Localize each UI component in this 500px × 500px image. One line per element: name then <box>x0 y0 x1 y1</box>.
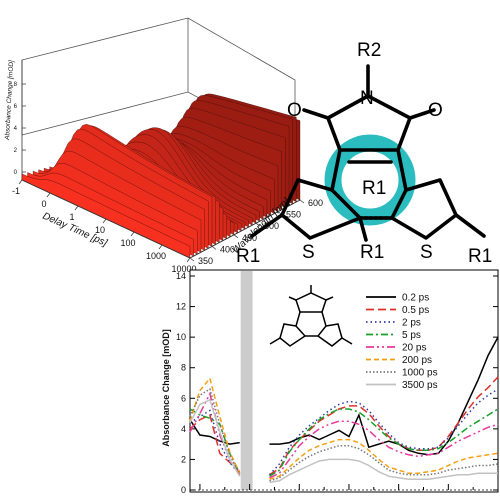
spectra-chart: 0 2 4 6 8 10 12 14 Absorbance Change [mOD] 0.2 … <box>161 269 499 495</box>
surface-strips <box>21 93 301 259</box>
surface-plot: 0 2 4 6 8 Absorbance Change [mOD] -1 0 1 10 100 1… <box>4 17 323 274</box>
inset-molecule <box>269 285 353 347</box>
x-tick-label: 100 <box>120 238 135 248</box>
series-line <box>189 398 498 484</box>
y-tick-label: 450 <box>242 233 257 243</box>
x-tick-label: 10 <box>95 225 105 235</box>
chart-y-tick-label: 4 <box>181 424 186 434</box>
series-line <box>189 408 499 477</box>
chart-y-tick-label: 12 <box>176 302 186 312</box>
label-s-right: S <box>420 242 433 263</box>
chart-y-tick-label: 6 <box>181 393 186 403</box>
z-tick-label: 0 <box>14 170 18 176</box>
chart-x-ticks <box>199 484 499 490</box>
molecule-labels: R2 N O O R1 R1 R1 R1 S S <box>236 40 492 267</box>
x-tick-label: 10000 <box>171 264 196 274</box>
legend-label: 5 ps <box>402 330 421 341</box>
legend-label: 1000 ps <box>402 368 438 379</box>
legend-label: 0.2 ps <box>402 293 429 304</box>
y-tick-label: 550 <box>286 210 301 220</box>
x-tick <box>130 231 135 237</box>
chart-y-tick-label: 0 <box>181 485 186 495</box>
label-r1-right: R1 <box>468 246 492 267</box>
label-o-right: O <box>428 100 443 121</box>
chart-y-label: Absorbance Change [mOD] <box>161 329 171 447</box>
methyl-right <box>454 213 486 238</box>
chart-y-tick-label: 10 <box>176 332 186 342</box>
x-tick <box>102 218 107 224</box>
z-tick-label: 2 <box>14 148 18 154</box>
x-tick <box>18 179 23 185</box>
legend-label: 3500 ps <box>402 380 438 391</box>
surface-ridge <box>21 173 191 259</box>
z-tick-label: 8 <box>14 82 18 88</box>
chart-y-tick-label: 14 <box>176 271 186 281</box>
label-r1-left: R1 <box>236 246 260 267</box>
y-tick <box>233 234 239 239</box>
y-tick-label: 600 <box>308 198 323 208</box>
y-tick <box>189 257 195 262</box>
x-tick-label: 0 <box>41 199 46 209</box>
x-tick <box>158 244 163 250</box>
y-axis-line <box>189 199 301 259</box>
co-left <box>302 108 330 120</box>
label-s-left: S <box>302 242 315 263</box>
label-n: N <box>360 88 374 109</box>
x-tick-label: 1000 <box>146 251 166 261</box>
chart-y-tick-label: 2 <box>181 454 186 464</box>
series-lines <box>189 336 499 484</box>
y-tick-label: 500 <box>264 221 279 231</box>
y-tick <box>299 199 305 204</box>
label-r1-lower: R1 <box>360 242 384 263</box>
y-tick-label: 350 <box>198 256 213 266</box>
y-ticks: 350 400 450 500 550 600 <box>189 198 323 266</box>
molecule-structure <box>250 64 486 242</box>
x-tick-label: -1 <box>12 186 20 196</box>
legend-label: 0.5 ps <box>402 305 429 316</box>
z-tick-label: 6 <box>14 104 18 110</box>
label-r1-center: R1 <box>362 178 386 199</box>
x-tick <box>74 205 79 211</box>
x-tick <box>186 257 191 263</box>
y-tick <box>211 246 217 250</box>
r1-bond-lower <box>358 216 368 242</box>
co-right <box>408 108 436 120</box>
x-tick-label: 1 <box>69 212 74 222</box>
z-axis-label: Absorbance Change [mOD] <box>4 60 15 141</box>
legend-label: 2 ps <box>402 318 421 329</box>
label-r2: R2 <box>357 40 381 61</box>
y-tick <box>255 222 261 227</box>
z-ticks: 0 2 4 6 8 <box>14 82 26 176</box>
x-ticks: -1 0 1 10 100 1000 10000 <box>12 179 197 274</box>
z-tick-label: 4 <box>14 126 18 132</box>
chart-y-ticks: 0 2 4 6 8 10 12 14 <box>176 271 498 495</box>
x-tick <box>46 192 51 198</box>
chart-y-tick-label: 8 <box>181 363 186 373</box>
series-line <box>189 387 499 482</box>
legend-label: 200 ps <box>402 355 432 366</box>
methyl-left <box>250 213 284 238</box>
series-line <box>189 376 499 481</box>
legend-label: 20 ps <box>402 343 426 354</box>
y-tick-label: 400 <box>220 244 235 254</box>
label-o-left: O <box>287 100 302 121</box>
shaded-band <box>240 271 253 490</box>
